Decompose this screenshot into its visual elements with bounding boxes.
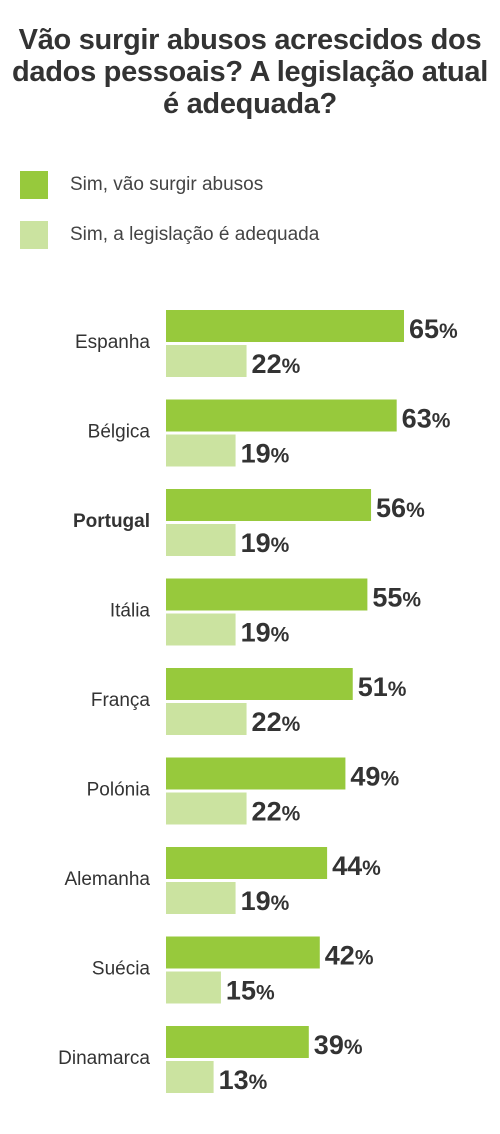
data-label-belgica-series-1: 63% bbox=[402, 404, 451, 434]
data-label-portugal-series-1: 56% bbox=[376, 493, 425, 523]
bar-espanha-series-2 bbox=[166, 345, 247, 377]
data-label-franca-series-2: 22% bbox=[252, 707, 301, 737]
category-label-suecia: Suécia bbox=[92, 959, 151, 980]
legend-swatch-series-2 bbox=[20, 221, 48, 249]
category-label-polonia: Polónia bbox=[87, 780, 151, 801]
bar-suecia-series-1 bbox=[166, 936, 320, 969]
legend-item-series-2: Sim, a legislação é adequada bbox=[20, 220, 319, 250]
bar-franca-series-1 bbox=[166, 668, 353, 700]
bar-dinamarca-series-2 bbox=[166, 1061, 214, 1093]
data-label-franca-series-1: 51% bbox=[358, 672, 407, 702]
data-label-dinamarca-series-2: 13% bbox=[219, 1065, 268, 1095]
bar-alemanha-series-2 bbox=[166, 882, 236, 914]
bar-espanha-series-1 bbox=[166, 310, 404, 342]
legend-label-series-2: Sim, a legislação é adequada bbox=[70, 224, 320, 245]
data-label-dinamarca-series-1: 39% bbox=[314, 1030, 363, 1060]
category-label-franca: França bbox=[91, 690, 151, 711]
bar-belgica-series-2 bbox=[166, 434, 236, 467]
data-label-portugal-series-2: 19% bbox=[241, 528, 290, 558]
bar-belgica-series-1 bbox=[166, 399, 397, 432]
chart-title: Vão surgir abusos acrescidos dos dados p… bbox=[12, 24, 488, 120]
category-label-portugal: Portugal bbox=[73, 511, 150, 532]
data-label-polonia-series-1: 49% bbox=[350, 762, 399, 792]
legend-swatch-series-1 bbox=[20, 171, 48, 199]
data-label-suecia-series-2: 15% bbox=[226, 976, 275, 1006]
data-label-suecia-series-1: 42% bbox=[325, 941, 374, 971]
bar-portugal-series-1 bbox=[166, 489, 372, 521]
bar-suecia-series-2 bbox=[166, 971, 221, 1004]
data-label-alemanha-series-2: 19% bbox=[241, 886, 290, 916]
bar-franca-series-2 bbox=[166, 703, 247, 735]
category-label-alemanha: Alemanha bbox=[64, 869, 150, 890]
legend-label-series-1: Sim, vão surgir abusos bbox=[70, 174, 264, 195]
data-label-belgica-series-2: 19% bbox=[241, 439, 290, 469]
bar-polonia-series-2 bbox=[166, 792, 247, 825]
data-label-espanha-series-2: 22% bbox=[252, 349, 301, 379]
data-label-espanha-series-1: 65% bbox=[409, 314, 458, 344]
bar-alemanha-series-1 bbox=[166, 847, 328, 879]
category-label-italia: Itália bbox=[110, 601, 151, 622]
bar-dinamarca-series-1 bbox=[166, 1026, 309, 1058]
category-label-dinamarca: Dinamarca bbox=[58, 1048, 150, 1069]
category-label-espanha: Espanha bbox=[75, 332, 150, 353]
legend-item-series-1: Sim, vão surgir abusos bbox=[20, 170, 263, 200]
bar-italia-series-2 bbox=[166, 613, 236, 646]
data-label-polonia-series-2: 22% bbox=[252, 797, 301, 827]
data-label-italia-series-1: 55% bbox=[372, 583, 421, 613]
category-label-belgica: Bélgica bbox=[88, 422, 151, 443]
data-label-alemanha-series-1: 44% bbox=[332, 851, 381, 881]
data-label-italia-series-2: 19% bbox=[241, 618, 290, 648]
bar-italia-series-1 bbox=[166, 578, 368, 611]
bar-polonia-series-1 bbox=[166, 757, 346, 790]
bar-portugal-series-2 bbox=[166, 524, 236, 556]
